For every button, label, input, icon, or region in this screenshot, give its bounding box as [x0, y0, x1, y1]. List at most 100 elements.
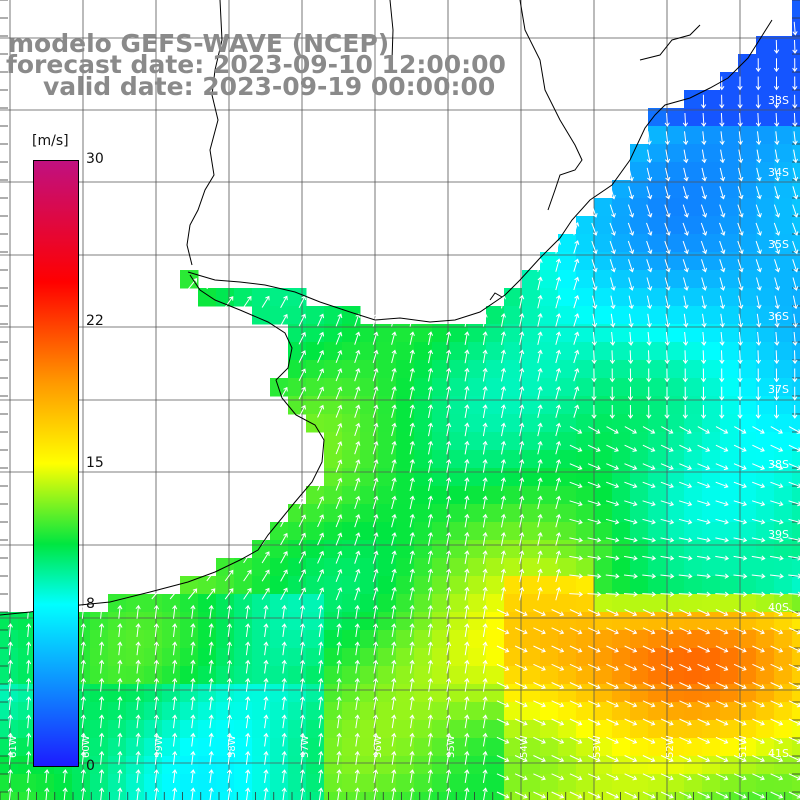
wind-speed-cell — [774, 198, 793, 217]
wind-arrow — [609, 259, 616, 273]
wind-speed-cell — [666, 432, 685, 451]
wind-speed-cell — [648, 774, 667, 793]
wind-arrow — [609, 350, 616, 365]
wind-arrow — [788, 463, 800, 471]
wind-arrow — [427, 367, 434, 382]
wind-speed-cell — [558, 306, 577, 325]
wind-arrow — [190, 732, 196, 747]
wind-speed-cell — [792, 630, 800, 649]
wind-arrow — [482, 459, 488, 473]
wind-arrow — [335, 368, 343, 382]
wind-arrow — [792, 39, 798, 54]
wind-arrow — [624, 463, 638, 471]
wind-speed-cell — [630, 612, 649, 631]
wind-arrow — [533, 682, 546, 690]
wind-arrow — [587, 791, 601, 799]
wind-speed-cell — [648, 324, 667, 343]
wind-arrow — [697, 555, 711, 561]
wind-arrow — [519, 331, 525, 345]
wind-arrow — [770, 518, 784, 525]
wind-speed-cell — [738, 144, 757, 163]
wind-speed-cell — [576, 396, 595, 415]
wind-arrow — [697, 663, 711, 671]
wind-speed-cell — [630, 396, 649, 415]
wind-arrow — [788, 773, 800, 781]
wind-speed-cell — [252, 558, 271, 577]
wind-speed-cell — [630, 558, 649, 577]
wind-speed-cell — [756, 504, 775, 523]
wind-arrow — [733, 627, 747, 635]
wind-speed-cell — [558, 270, 577, 289]
wind-speed-cell — [594, 558, 613, 577]
wind-speed-cell — [594, 540, 613, 559]
wind-arrow — [788, 718, 800, 726]
wind-arrow — [372, 349, 379, 364]
wind-arrow — [683, 331, 689, 346]
wind-speed-cell — [594, 234, 613, 253]
wind-arrow — [569, 573, 584, 579]
wind-speed-cell — [666, 270, 685, 289]
wind-speed-cell — [126, 666, 145, 685]
wind-speed-cell — [774, 306, 793, 325]
wind-arrow — [318, 623, 324, 637]
wind-arrow — [751, 555, 766, 561]
wind-speed-cell — [648, 504, 667, 523]
wind-speed-cell — [666, 252, 685, 271]
wind-arrow — [646, 368, 652, 383]
wind-arrow — [537, 404, 543, 418]
wind-arrow — [646, 386, 652, 401]
wind-speed-cell — [630, 324, 649, 343]
wind-arrow — [298, 569, 306, 582]
wind-speed-cell — [396, 612, 415, 631]
wind-arrow — [642, 444, 656, 452]
wind-speed-cell — [774, 378, 793, 397]
wind-arrow — [317, 477, 325, 491]
wind-speed-cell — [792, 252, 800, 271]
wind-speed-cell — [432, 792, 451, 800]
wind-speed-cell — [522, 522, 541, 541]
wind-speed-cell — [720, 738, 739, 757]
wind-speed-cell — [666, 198, 685, 217]
wind-speed-cell — [792, 504, 800, 523]
wind-arrow — [719, 204, 726, 218]
wind-speed-cell — [108, 684, 127, 703]
wind-arrow — [500, 495, 506, 510]
wind-arrow — [299, 769, 306, 783]
wind-speed-cell — [342, 594, 361, 613]
wind-arrow — [427, 568, 434, 583]
wind-arrow — [427, 532, 434, 546]
wind-speed-cell — [702, 198, 721, 217]
wind-speed-cell — [756, 54, 775, 73]
wind-arrow — [99, 659, 105, 674]
wind-speed-cell — [432, 720, 451, 739]
wind-speed-cell — [540, 720, 559, 739]
wind-arrow — [263, 787, 269, 800]
wind-arrow — [335, 313, 343, 327]
wind-speed-cell — [324, 432, 343, 451]
wind-speed-cell — [486, 342, 505, 361]
wind-speed-cell — [738, 576, 757, 595]
wind-arrow — [555, 568, 561, 583]
wind-arrow — [226, 641, 233, 656]
wind-speed-cell — [702, 252, 721, 271]
wind-arrow — [682, 259, 689, 273]
wind-speed-cell — [0, 666, 19, 685]
wind-arrow — [7, 714, 13, 729]
wind-arrow — [697, 481, 711, 489]
wind-speed-cell — [792, 756, 800, 775]
wind-speed-cell — [540, 450, 559, 469]
wind-speed-cell — [216, 792, 235, 800]
wind-arrow — [427, 787, 433, 800]
wind-speed-cell — [594, 198, 613, 217]
wind-arrow — [482, 367, 488, 382]
wind-speed-cell — [792, 324, 800, 343]
wind-arrow — [719, 131, 725, 146]
wind-arrow — [482, 477, 488, 491]
wind-arrow — [533, 645, 546, 653]
forecast-date: forecast date: 2023-09-10 12:00:00 — [6, 50, 506, 79]
wind-speed-cell — [666, 144, 685, 163]
wind-speed-cell — [684, 594, 703, 613]
wind-arrow — [610, 331, 616, 346]
wind-speed-cell — [720, 270, 739, 289]
wind-arrow — [773, 76, 780, 91]
